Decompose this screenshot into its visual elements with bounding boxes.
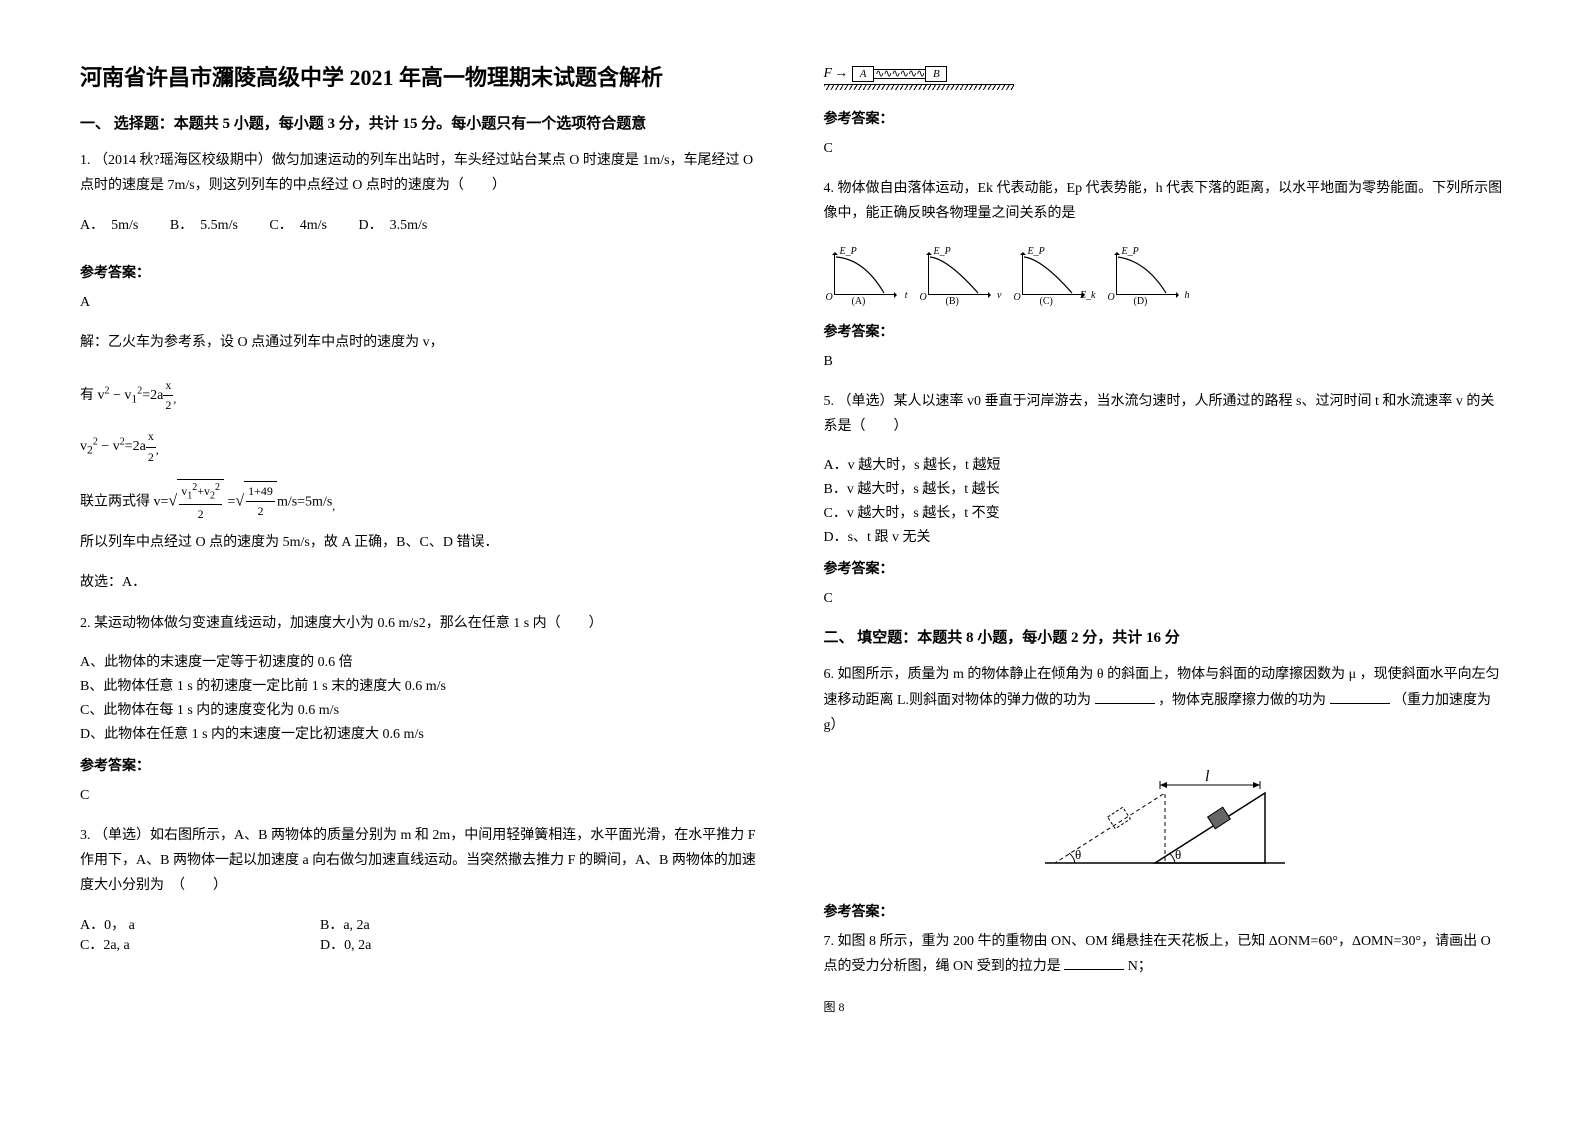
q3-fig-box-b: B <box>925 66 947 82</box>
q1-exp1: 解：乙火车为参考系，设 O 点通过列车中点时的速度为 v， <box>80 330 764 355</box>
q3-options-row1: A．0， a B．a, 2a <box>80 914 764 934</box>
q1-stem: 1. （2014 秋?瑶海区校级期中）做匀加速运动的列车出站时，车头经过站台某点… <box>80 148 764 198</box>
q3-ans-head: 参考答案： <box>824 108 1508 128</box>
question-4: 4. 物体做自由落体运动，Ek 代表动能，Ep 代表势能，h 代表下落的距离，以… <box>824 176 1508 226</box>
q7-stem-b: N； <box>1128 959 1152 974</box>
question-3: 3. （单选）如右图所示，A、B 两物体的质量分别为 m 和 2m，中间用轻弹簧… <box>80 823 764 899</box>
q3-opt-c: C．2a, a <box>80 934 320 954</box>
q3-opt-a: A．0， a <box>80 914 320 934</box>
q5-opt-d: D．s、t 跟 v 无关 <box>824 526 1508 546</box>
q4-ans: B <box>824 349 1508 374</box>
q6-figure: l θ θ <box>1045 763 1285 883</box>
q3-ans: C <box>824 136 1508 161</box>
question-1: 1. （2014 秋?瑶海区校级期中）做匀加速运动的列车出站时，车头经过站台某点… <box>80 148 764 198</box>
q1-ans-head: 参考答案： <box>80 262 764 282</box>
q1-opt-c: C． 4m/s <box>269 218 327 233</box>
right-column: F → A ∿∿∿∿∿∿ B 参考答案： C 4. 物体做自由落体运动，Ek 代… <box>824 60 1508 1062</box>
question-6: 6. 如图所示，质量为 m 的物体静止在倾角为 θ 的斜面上，物体与斜面的动摩擦… <box>824 662 1508 738</box>
section-1-heading: 一、 选择题：本题共 5 小题，每小题 3 分，共计 15 分。每小题只有一个选… <box>80 112 764 133</box>
q7-fig-caption: 图 8 <box>824 998 1508 1015</box>
q6-stem-b: ，物体克服摩擦力做的功为 <box>1158 693 1326 708</box>
q5-ans: C <box>824 586 1508 611</box>
q2-opt-a: A、此物体的末速度一定等于初速度的 0.6 倍 <box>80 651 764 671</box>
q5-opt-c: C．v 越大时，s 越长，t 不变 <box>824 502 1508 522</box>
q4-b-xl: v <box>997 290 1001 301</box>
q3-fig-F: F <box>824 66 833 82</box>
q1-formula-1: 有 v2 − v12=2ax2, <box>80 376 764 415</box>
q4-c-xl: E_k <box>1080 290 1096 301</box>
q2-ans-head: 参考答案： <box>80 755 764 775</box>
ground-hatch-icon <box>824 84 1014 90</box>
q7-stem-a: 7. 如图 8 所示，重为 200 牛的重物由 ON、OM 绳悬挂在天花板上，已… <box>824 934 1491 974</box>
q2-opt-d: D、此物体在任意 1 s 内的末速度一定比初速度大 0.6 m/s <box>80 723 764 743</box>
question-5: 5. （单选）某人以速率 v0 垂直于河岸游去，当水流匀速时，人所通过的路程 s… <box>824 389 1508 439</box>
q4-graphs: E_P t O (A) E_P v O (B) E_P E_k O (C) E_… <box>824 248 1508 303</box>
q3-options-row2: C．2a, a D．0, 2a <box>80 934 764 954</box>
q4-b-cap: (B) <box>946 296 959 307</box>
q1-opt-a: A． 5m/s <box>80 218 138 233</box>
q3-opt-d: D．0, 2a <box>320 934 560 954</box>
q6-fig-theta1: θ <box>1075 847 1081 862</box>
page-title: 河南省许昌市瀰陵高级中学 2021 年高一物理期末试题含解析 <box>80 60 764 92</box>
q1-opt-d: D． 3.5m/s <box>359 218 428 233</box>
q3-opt-b: B．a, 2a <box>320 914 560 934</box>
q1-union: 联立两式得 <box>80 494 150 509</box>
q2-opt-c: C、此物体在每 1 s 内的速度变化为 0.6 m/s <box>80 699 764 719</box>
q1-options: A． 5m/s B． 5.5m/s C． 4m/s D． 3.5m/s <box>80 213 764 238</box>
q4-c-cap: (C) <box>1040 296 1053 307</box>
q4-a-cap: (A) <box>852 296 866 307</box>
q4-d-xl: h <box>1185 290 1190 301</box>
left-column: 河南省许昌市瀰陵高级中学 2021 年高一物理期末试题含解析 一、 选择题：本题… <box>80 60 764 1062</box>
spring-icon: ∿∿∿∿∿∿ <box>874 69 925 79</box>
q4-a-xl: t <box>905 290 908 301</box>
q1-formula-2: v22 − v2=2ax2, <box>80 427 764 466</box>
q6-fig-l: l <box>1205 768 1210 785</box>
q1-exp-end1: 所以列车中点经过 O 点的速度为 5m/s，故 A 正确，B、C、D 错误． <box>80 530 764 555</box>
q2-opt-b: B、此物体任意 1 s 的初速度一定比前 1 s 末的速度大 0.6 m/s <box>80 675 764 695</box>
q4-graph-a: E_P t O (A) <box>824 248 904 303</box>
q4-b-origin: O <box>920 292 927 303</box>
section-2-heading: 二、 填空题：本题共 8 小题，每小题 2 分，共计 16 分 <box>824 626 1508 647</box>
q1-exp-end2: 故选：A． <box>80 570 764 595</box>
q4-ans-head: 参考答案： <box>824 321 1508 341</box>
q4-c-origin: O <box>1014 292 1021 303</box>
question-7: 7. 如图 8 所示，重为 200 牛的重物由 ON、OM 绳悬挂在天花板上，已… <box>824 929 1508 979</box>
q4-graph-b: E_P v O (B) <box>918 248 998 303</box>
q6-blank-1 <box>1095 690 1155 704</box>
q4-graph-d: E_P h O (D) <box>1106 248 1186 303</box>
q5-opt-b: B．v 越大时，s 越长，t 越长 <box>824 478 1508 498</box>
q4-graph-c: E_P E_k O (C) <box>1012 248 1092 303</box>
q3-figure: F → A ∿∿∿∿∿∿ B <box>824 64 1508 90</box>
question-2: 2. 某运动物体做匀变速直线运动，加速度大小为 0.6 m/s2，那么在任意 1… <box>80 611 764 636</box>
q7-blank <box>1064 956 1124 970</box>
q5-ans-head: 参考答案： <box>824 558 1508 578</box>
q1-formula-3: 联立两式得 v=√v12+v222 =√1+492m/s=5m/s, <box>80 479 764 525</box>
q1-have: 有 <box>80 388 94 403</box>
q1-opt-b: B． 5.5m/s <box>170 218 238 233</box>
q3-fig-box-a: A <box>852 66 874 82</box>
q4-a-origin: O <box>826 292 833 303</box>
q6-ans-head: 参考答案： <box>824 901 1508 921</box>
q1-ans: A <box>80 290 764 315</box>
q4-d-origin: O <box>1108 292 1115 303</box>
arrow-right-icon: → <box>834 66 848 82</box>
q6-fig-theta2: θ <box>1175 847 1181 862</box>
q2-ans: C <box>80 783 764 808</box>
q6-blank-2 <box>1330 690 1390 704</box>
q4-d-cap: (D) <box>1134 296 1148 307</box>
q5-opt-a: A．v 越大时，s 越长，t 越短 <box>824 454 1508 474</box>
